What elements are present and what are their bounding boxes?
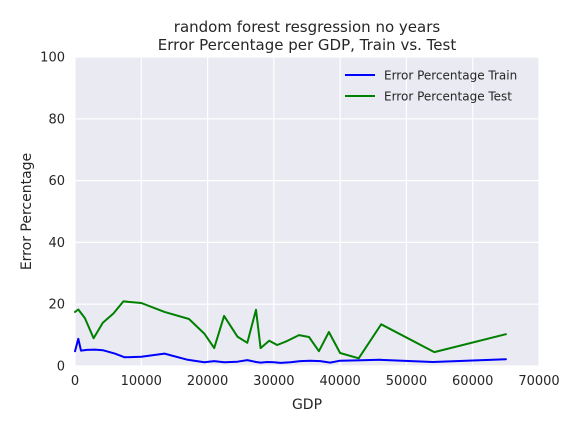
x-tick-label: 60000 (452, 374, 493, 389)
plot-area-background (75, 57, 539, 366)
y-tick-label: 40 (48, 236, 65, 251)
y-tick-label: 80 (48, 112, 65, 127)
x-tick-label: 0 (71, 374, 79, 389)
legend: Error Percentage Train Error Percentage T… (345, 69, 517, 104)
y-tick-label: 20 (48, 298, 65, 313)
y-tick-label: 100 (40, 51, 65, 66)
x-tick-label: 70000 (518, 374, 559, 389)
legend-label: Error Percentage Train (384, 69, 517, 83)
chart-subtitle: Error Percentage per GDP, Train vs. Test (158, 36, 457, 54)
grid-lines (74, 56, 540, 367)
chart-title: random forest resgression no years (174, 18, 441, 36)
legend-label: Error Percentage Test (384, 90, 512, 104)
x-tick-label: 50000 (386, 374, 427, 389)
tick-labels: 0 10000 20000 30000 40000 50000 60000 70000 0 20 4… (40, 51, 560, 390)
x-tick-label: 20000 (187, 374, 228, 389)
y-tick-label: 0 (57, 360, 65, 375)
y-tick-label: 60 (48, 174, 65, 189)
series-line-train (74, 337, 507, 364)
series-lines (74, 300, 507, 364)
x-tick-label: 30000 (253, 374, 294, 389)
series-line-test (74, 300, 507, 360)
y-axis-label: Error Percentage (19, 153, 35, 270)
x-tick-label: 10000 (121, 374, 162, 389)
x-axis-label: GDP (292, 397, 322, 413)
x-tick-label: 40000 (319, 374, 360, 389)
